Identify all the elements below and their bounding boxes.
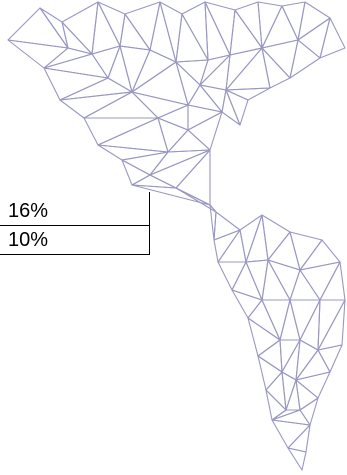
map-mesh-triangle [229,9,263,56]
map-mesh-triangle [59,91,133,119]
stat-row-1: 16% [0,197,150,226]
map-mesh-triangle [261,299,291,341]
map-mesh-triangle [225,47,263,91]
map-mesh-triangle [299,261,341,301]
map-mesh-triangle [231,289,263,319]
map-mesh-triangle [287,447,307,471]
map-mesh-triangle [175,13,209,63]
map-mesh-triangle [157,104,189,131]
map-mesh-triangle [271,419,311,449]
map-mesh-triangle [239,214,263,263]
map-mesh-triangle [267,259,301,301]
map-mesh-triangle [247,317,281,357]
stat-value-2: 10% [8,229,49,251]
map-mesh-triangle [7,7,69,49]
map-mesh-triangle [279,299,301,341]
stat-row-2: 10% [0,226,150,255]
map-mesh-triangle [317,344,343,373]
map-mesh-triangle [231,261,263,301]
map-mesh-triangle [261,39,299,79]
map-mesh-triangle [175,187,217,213]
map-mesh-triangle [285,379,301,411]
map-mesh-triangle [289,269,321,301]
map-mesh-triangle [159,1,183,63]
map-mesh-triangle [234,1,263,49]
map-mesh-triangle [43,47,93,69]
map-mesh-triangle [319,261,346,301]
stat-divider-line [149,192,150,254]
map-mesh-triangle [204,1,231,61]
map-mesh-triangle [217,229,247,263]
map-mesh-triangle [149,149,211,189]
map-mesh-triangle [299,397,319,426]
map-mesh-triangle [43,53,109,79]
map-mesh-triangle [181,1,209,61]
map-mesh-triangle [97,117,169,153]
map-mesh-triangle [225,89,249,126]
map-mesh-triangle [131,49,177,93]
stat-value-1: 16% [8,200,49,222]
map-mesh-triangle [187,111,223,151]
map-mesh-triangle [299,299,321,351]
map-mesh-triangle [175,61,201,106]
map-mesh-triangle [91,45,121,79]
map-mesh-triangle [83,117,159,146]
map-mesh-triangle [167,129,211,153]
map-mesh-triangle [131,91,189,119]
map-mesh-triangle [317,299,346,351]
map-mesh-triangle [217,261,247,291]
map-mesh-triangle [59,77,133,101]
map-mesh-triangle [297,17,331,59]
map-mesh-triangle [247,299,281,341]
map-mesh-triangle [267,231,301,271]
map-mesh-triangle [257,1,283,49]
map-mesh-triangle [149,1,177,63]
map-mesh-triangle [245,214,269,263]
map-mesh-triangle [187,104,223,131]
map-mesh-triangle [319,17,346,59]
map-mesh-triangle [119,13,151,51]
map-mesh-triangle [287,424,311,453]
map-mesh-triangle [257,339,283,373]
map-mesh-triangle [121,159,151,186]
